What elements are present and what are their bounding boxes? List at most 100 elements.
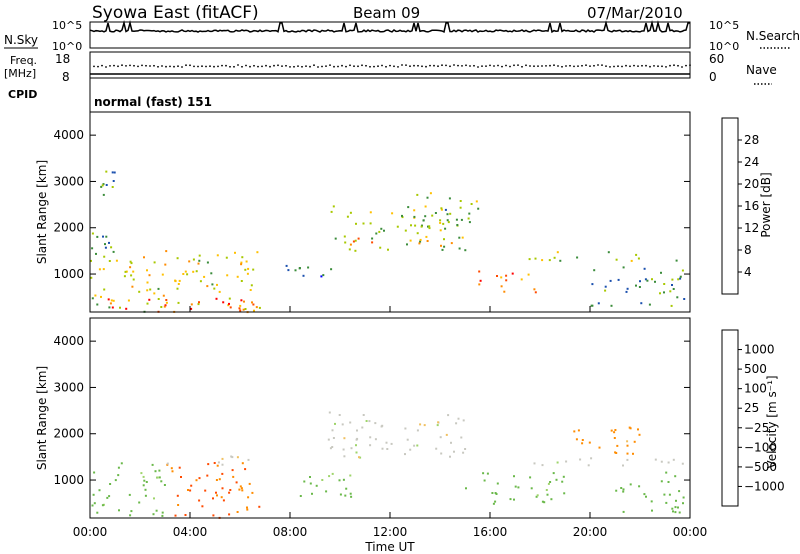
power-cell [511,272,514,275]
nave-dot [133,64,135,67]
power-cell [648,303,651,306]
velocity-ylabel: Slant Range [km] [35,366,49,470]
velocity-cell [151,463,154,466]
velocity-cell [404,453,406,456]
nave-dot [537,65,539,67]
power-cell [112,250,115,253]
power-cell [241,256,244,259]
velocity-cell [440,452,443,455]
velocity-cell [492,502,495,505]
power-cell [663,291,665,294]
velocity-cell [677,506,679,509]
velocity-cell [154,470,157,473]
velocity-cell [369,444,372,447]
nave-dot [293,65,295,68]
power-cell [129,266,132,269]
velocity-cell [419,423,422,426]
y-tick-label: 2000 [53,221,84,235]
nave-dot [397,66,399,68]
nave-dot [441,64,443,67]
velocity-cell [682,496,685,499]
velocity-cell [309,476,311,478]
velocity-cell [142,475,145,478]
power-cell [218,290,221,293]
power-cell [146,302,149,305]
velocity-cell [622,464,624,467]
velocity-cell [464,448,467,450]
nave-dot [641,64,643,67]
power-cell [635,253,638,256]
power-cell [639,280,641,283]
velocity-cell [342,478,345,481]
colorbar-tick-label: 20 [744,177,759,191]
velocity-cell [130,510,133,513]
y-tick-label: 1000 [53,473,84,487]
power-cell [427,225,429,228]
velocity-cell [665,471,668,474]
nave-dot [161,65,163,67]
y-tick-label: 2000 [53,427,84,441]
velocity-cell [228,491,231,494]
power-cell [419,238,422,241]
power-cell [243,300,245,303]
power-cell [146,269,148,272]
velocity-cell [349,492,352,495]
velocity-cell [217,461,220,464]
power-cell [496,275,498,277]
power-cell [247,267,250,270]
power-cell [98,268,101,271]
power-cell [679,275,682,278]
power-cell [211,283,214,286]
velocity-cell [622,490,625,493]
power-cell [255,306,258,309]
velocity-cell [218,478,221,481]
velocity-cell [241,462,244,465]
velocity-cell [355,444,357,447]
power-cell [439,229,442,232]
power-cell [357,237,360,240]
velocity-cell [93,471,96,474]
velocity-cell [632,452,634,455]
velocity-cell [447,414,450,417]
velocity-cell [98,489,101,492]
power-cell [500,276,503,279]
power-cell [556,251,559,254]
power-cell [322,274,325,277]
nave-dot [201,65,203,68]
nave-dot [345,65,347,68]
nave-dot [329,64,331,66]
power-cell [676,296,679,299]
nave-dot [437,65,439,68]
nave-dot [633,64,635,67]
velocity-cell [543,501,546,504]
colorbar-tick-label: 500 [744,362,767,376]
power-cell [111,306,114,309]
power-cell [450,242,453,245]
nave-dot [213,65,215,68]
power-ylabel: Slant Range [km] [35,160,49,264]
power-cell [654,280,656,283]
power-cell [253,309,255,312]
velocity-cell [626,440,629,443]
power-cell [124,270,127,273]
power-cell [165,250,168,253]
velocity-cell [613,431,616,434]
power-cell [626,287,629,290]
velocity-cell [615,489,618,492]
nave-dot [661,65,663,68]
power-cell [576,256,579,259]
power-cell [105,235,108,238]
power-cell [344,241,347,244]
velocity-cell [239,485,242,488]
power-cell [355,222,357,225]
power-cell [459,206,462,209]
velocity-cell [435,447,438,450]
power-cell [104,243,106,246]
nave-label: Nave [746,63,777,77]
power-cell [143,256,145,259]
velocity-cell [229,489,232,491]
nave-dot [681,66,683,68]
power-cell [383,229,385,232]
velocity-cell [325,490,328,493]
velocity-cell [350,447,353,450]
